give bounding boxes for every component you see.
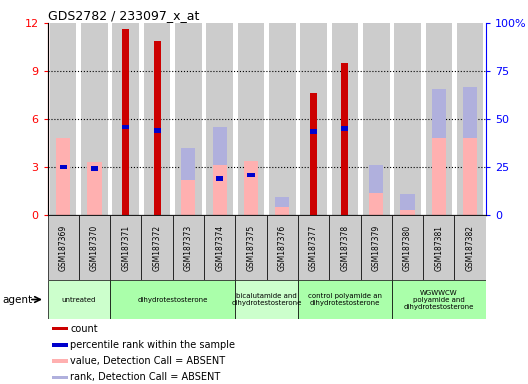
- Bar: [455, 215, 486, 280]
- Bar: [213, 166, 227, 215]
- Bar: [275, 207, 289, 215]
- Text: GSM187378: GSM187378: [341, 225, 350, 271]
- Bar: [79, 215, 110, 280]
- Bar: [154, 41, 161, 215]
- Text: GSM187370: GSM187370: [90, 225, 99, 271]
- Bar: [332, 23, 358, 215]
- Text: GSM187371: GSM187371: [121, 225, 130, 271]
- Text: agent: agent: [3, 295, 33, 305]
- Bar: [432, 138, 446, 215]
- Text: GDS2782 / 233097_x_at: GDS2782 / 233097_x_at: [48, 9, 199, 22]
- Text: GSM187376: GSM187376: [278, 225, 287, 271]
- Bar: [369, 193, 383, 215]
- Text: dihydrotestosterone: dihydrotestosterone: [137, 296, 208, 303]
- Bar: [269, 23, 296, 215]
- Text: GSM187375: GSM187375: [247, 225, 256, 271]
- Bar: [392, 215, 423, 280]
- Bar: [110, 215, 142, 280]
- Bar: [52, 326, 68, 331]
- Bar: [267, 215, 298, 280]
- Bar: [369, 166, 383, 193]
- Bar: [181, 180, 195, 215]
- Bar: [216, 176, 223, 180]
- Bar: [48, 280, 110, 319]
- Bar: [175, 23, 202, 215]
- Text: GSM187373: GSM187373: [184, 225, 193, 271]
- Bar: [122, 125, 129, 129]
- Bar: [432, 89, 446, 138]
- Bar: [342, 126, 348, 131]
- Bar: [60, 165, 67, 169]
- Bar: [298, 215, 329, 280]
- Bar: [392, 280, 486, 319]
- Bar: [88, 162, 101, 215]
- Text: GSM187382: GSM187382: [466, 225, 475, 271]
- Bar: [173, 215, 204, 280]
- Bar: [300, 23, 327, 215]
- Bar: [400, 210, 414, 215]
- Bar: [361, 215, 392, 280]
- Bar: [50, 23, 77, 215]
- Bar: [342, 63, 348, 215]
- Bar: [423, 215, 455, 280]
- Bar: [181, 148, 195, 180]
- Bar: [52, 376, 68, 379]
- Text: WGWWCW
polyamide and
dihydrotestosterone: WGWWCW polyamide and dihydrotestosterone: [403, 290, 474, 310]
- Bar: [400, 194, 414, 210]
- Bar: [298, 280, 392, 319]
- Bar: [235, 280, 298, 319]
- Bar: [363, 23, 390, 215]
- Bar: [52, 343, 68, 347]
- Text: untreated: untreated: [62, 296, 96, 303]
- Text: GSM187379: GSM187379: [372, 225, 381, 271]
- Text: GSM187374: GSM187374: [215, 225, 224, 271]
- Text: percentile rank within the sample: percentile rank within the sample: [70, 340, 235, 350]
- Text: control polyamide an
dihydrotestosterone: control polyamide an dihydrotestosterone: [308, 293, 382, 306]
- Bar: [110, 280, 235, 319]
- Bar: [144, 23, 171, 215]
- Bar: [329, 215, 361, 280]
- Bar: [213, 127, 227, 166]
- Bar: [112, 23, 139, 215]
- Bar: [310, 129, 317, 134]
- Bar: [52, 359, 68, 363]
- Bar: [394, 23, 421, 215]
- Text: GSM187369: GSM187369: [59, 225, 68, 271]
- Bar: [206, 23, 233, 215]
- Bar: [56, 138, 70, 215]
- Bar: [275, 197, 289, 207]
- Bar: [457, 23, 484, 215]
- Text: GSM187372: GSM187372: [153, 225, 162, 271]
- Bar: [248, 173, 254, 177]
- Bar: [142, 215, 173, 280]
- Text: GSM187377: GSM187377: [309, 225, 318, 271]
- Bar: [244, 161, 258, 215]
- Bar: [48, 215, 79, 280]
- Bar: [81, 23, 108, 215]
- Bar: [463, 87, 477, 138]
- Text: GSM187380: GSM187380: [403, 225, 412, 271]
- Bar: [122, 30, 129, 215]
- Bar: [310, 93, 317, 215]
- Text: count: count: [70, 323, 98, 334]
- Bar: [204, 215, 235, 280]
- Bar: [235, 215, 267, 280]
- Text: bicalutamide and
dihydrotestosterone: bicalutamide and dihydrotestosterone: [231, 293, 302, 306]
- Bar: [238, 23, 265, 215]
- Bar: [154, 128, 161, 132]
- Bar: [463, 138, 477, 215]
- Text: value, Detection Call = ABSENT: value, Detection Call = ABSENT: [70, 356, 225, 366]
- Bar: [426, 23, 452, 215]
- Text: rank, Detection Call = ABSENT: rank, Detection Call = ABSENT: [70, 372, 221, 382]
- Text: GSM187381: GSM187381: [435, 225, 444, 271]
- Bar: [91, 166, 98, 171]
